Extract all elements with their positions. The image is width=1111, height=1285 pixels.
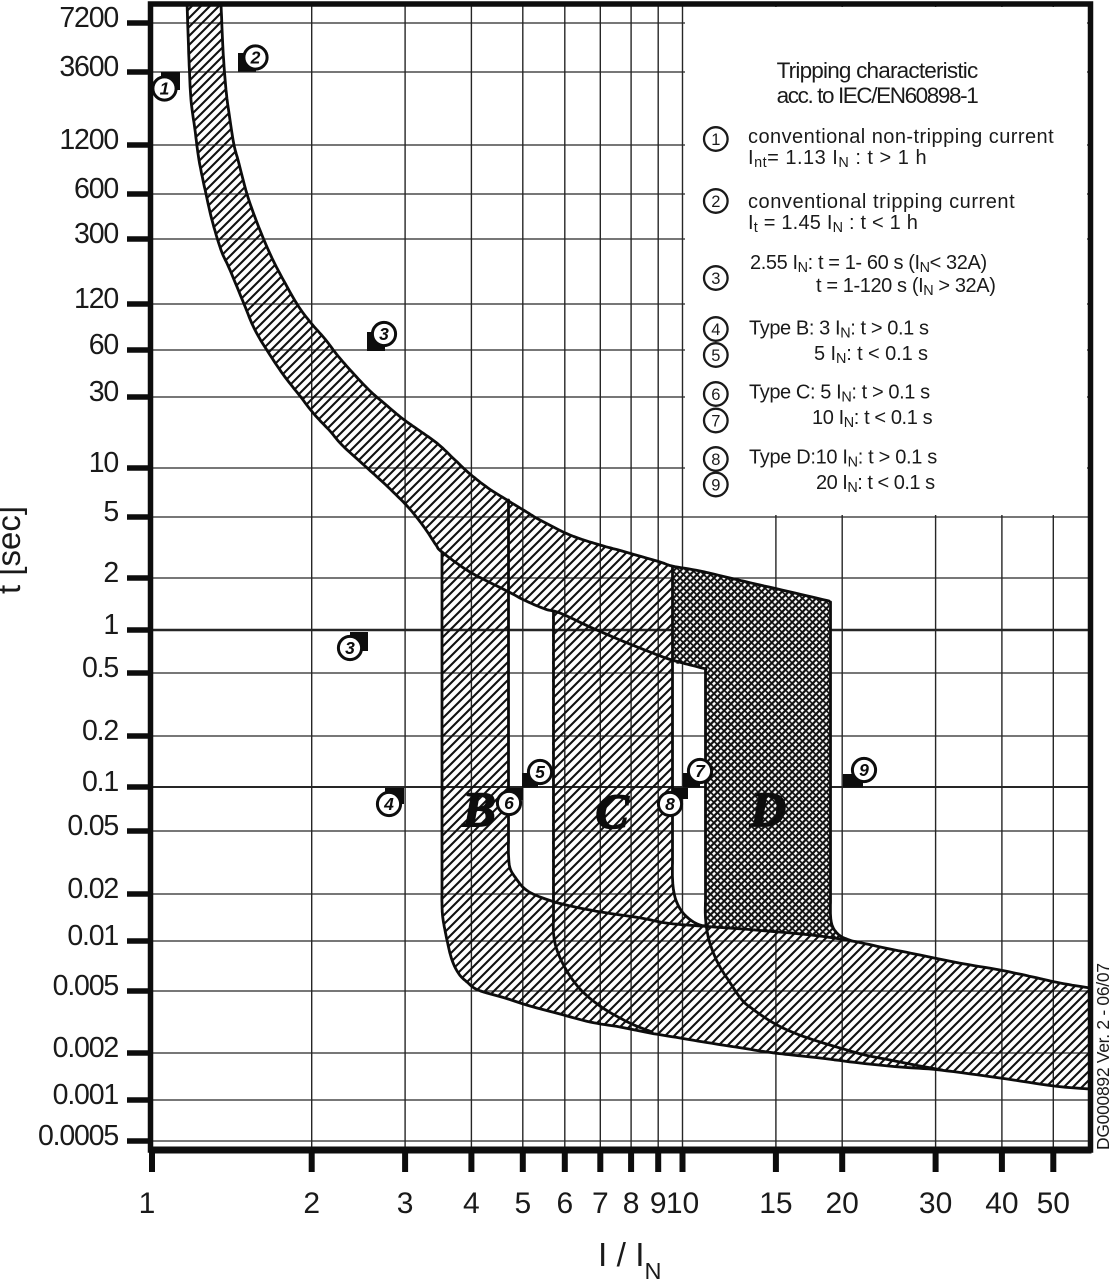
svg-text:1: 1 bbox=[103, 609, 118, 641]
svg-text:C: C bbox=[595, 783, 629, 839]
svg-text:0.002: 0.002 bbox=[53, 1032, 119, 1064]
svg-text:Int= 1.13 IN : t > 1 h: Int= 1.13 IN : t > 1 h bbox=[748, 147, 927, 171]
svg-text:2: 2 bbox=[303, 1187, 320, 1220]
svg-text:300: 300 bbox=[74, 218, 118, 250]
svg-text:It = 1.45 IN : t < 1 h: It = 1.45 IN : t < 1 h bbox=[748, 212, 918, 236]
svg-text:0.1: 0.1 bbox=[82, 766, 118, 798]
svg-text:0.2: 0.2 bbox=[82, 715, 118, 747]
svg-text:2: 2 bbox=[711, 193, 720, 211]
svg-text:Tripping characteristic: Tripping characteristic bbox=[777, 58, 978, 83]
svg-text:10: 10 bbox=[89, 447, 119, 479]
svg-text:6: 6 bbox=[711, 386, 720, 404]
svg-text:1200: 1200 bbox=[59, 124, 118, 156]
svg-text:5 IN: t < 0.1 s: 5 IN: t < 0.1 s bbox=[814, 343, 928, 367]
svg-text:2: 2 bbox=[103, 557, 118, 589]
svg-text:Type C: 5 IN: t > 0.1 s: Type C: 5 IN: t > 0.1 s bbox=[749, 382, 930, 406]
svg-text:3: 3 bbox=[397, 1187, 414, 1220]
svg-text:0.5: 0.5 bbox=[82, 652, 118, 684]
svg-text:15: 15 bbox=[759, 1187, 792, 1220]
svg-text:1: 1 bbox=[711, 131, 720, 149]
svg-text:10: 10 bbox=[666, 1187, 699, 1220]
svg-text:120: 120 bbox=[74, 283, 118, 315]
svg-text:6: 6 bbox=[504, 793, 514, 813]
svg-text:3: 3 bbox=[345, 638, 355, 658]
svg-text:B: B bbox=[461, 781, 495, 837]
svg-text:7: 7 bbox=[711, 413, 720, 431]
svg-text:9: 9 bbox=[650, 1187, 667, 1220]
svg-text:0.001: 0.001 bbox=[53, 1079, 119, 1111]
svg-text:600: 600 bbox=[74, 173, 118, 205]
svg-text:5: 5 bbox=[103, 496, 118, 528]
svg-text:10 IN: t < 0.1 s: 10 IN: t < 0.1 s bbox=[812, 407, 933, 431]
svg-text:8: 8 bbox=[711, 451, 720, 469]
svg-text:conventional tripping current: conventional tripping current bbox=[748, 191, 1015, 213]
svg-text:3600: 3600 bbox=[59, 51, 118, 83]
svg-text:9: 9 bbox=[859, 760, 869, 780]
svg-text:0.005: 0.005 bbox=[53, 970, 119, 1002]
svg-text:0.0005: 0.0005 bbox=[38, 1120, 118, 1152]
svg-text:30: 30 bbox=[89, 376, 119, 408]
svg-text:8: 8 bbox=[623, 1187, 640, 1220]
svg-text:t = 1-120 s (IN > 32A): t = 1-120 s (IN > 32A) bbox=[816, 275, 995, 299]
svg-text:4: 4 bbox=[463, 1187, 480, 1220]
svg-text:4: 4 bbox=[711, 321, 720, 339]
svg-text:DG000892 Ver. 2 - 06/07: DG000892 Ver. 2 - 06/07 bbox=[1093, 963, 1111, 1150]
svg-text:5: 5 bbox=[514, 1187, 531, 1220]
svg-text:t [sec]: t [sec] bbox=[0, 506, 27, 594]
svg-text:D: D bbox=[749, 781, 786, 837]
svg-text:40: 40 bbox=[985, 1187, 1018, 1220]
svg-text:Type B: 3 IN: t > 0.1 s: Type B: 3 IN: t > 0.1 s bbox=[749, 318, 929, 342]
svg-text:7: 7 bbox=[695, 761, 706, 781]
svg-text:0.01: 0.01 bbox=[67, 920, 118, 952]
svg-text:5: 5 bbox=[535, 762, 545, 782]
svg-text:4: 4 bbox=[383, 794, 394, 814]
svg-text:3: 3 bbox=[379, 324, 389, 344]
svg-text:6: 6 bbox=[556, 1187, 573, 1220]
svg-text:acc. to IEC/EN60898-1: acc. to IEC/EN60898-1 bbox=[777, 83, 979, 108]
svg-text:8: 8 bbox=[665, 794, 675, 814]
svg-text:0.02: 0.02 bbox=[67, 873, 118, 905]
svg-text:7: 7 bbox=[592, 1187, 609, 1220]
svg-text:30: 30 bbox=[919, 1187, 952, 1220]
svg-text:conventional non-tripping curr: conventional non-tripping current bbox=[748, 126, 1054, 148]
svg-text:1: 1 bbox=[139, 1187, 156, 1220]
svg-text:60: 60 bbox=[89, 329, 119, 361]
svg-text:2.55 IN: t = 1- 60 s (IN< 32A): 2.55 IN: t = 1- 60 s (IN< 32A) bbox=[750, 252, 987, 276]
svg-text:50: 50 bbox=[1037, 1187, 1070, 1220]
svg-text:0.05: 0.05 bbox=[67, 810, 118, 842]
svg-text:2: 2 bbox=[250, 48, 261, 68]
svg-text:Type D:10 IN: t > 0.1 s: Type D:10 IN: t > 0.1 s bbox=[749, 447, 937, 471]
svg-text:5: 5 bbox=[711, 347, 720, 365]
svg-text:3: 3 bbox=[711, 270, 720, 288]
svg-text:9: 9 bbox=[711, 477, 720, 495]
svg-text:20: 20 bbox=[826, 1187, 859, 1220]
svg-text:1: 1 bbox=[160, 79, 170, 99]
svg-text:7200: 7200 bbox=[59, 2, 118, 34]
svg-text:20 IN: t < 0.1 s: 20 IN: t < 0.1 s bbox=[816, 472, 935, 496]
